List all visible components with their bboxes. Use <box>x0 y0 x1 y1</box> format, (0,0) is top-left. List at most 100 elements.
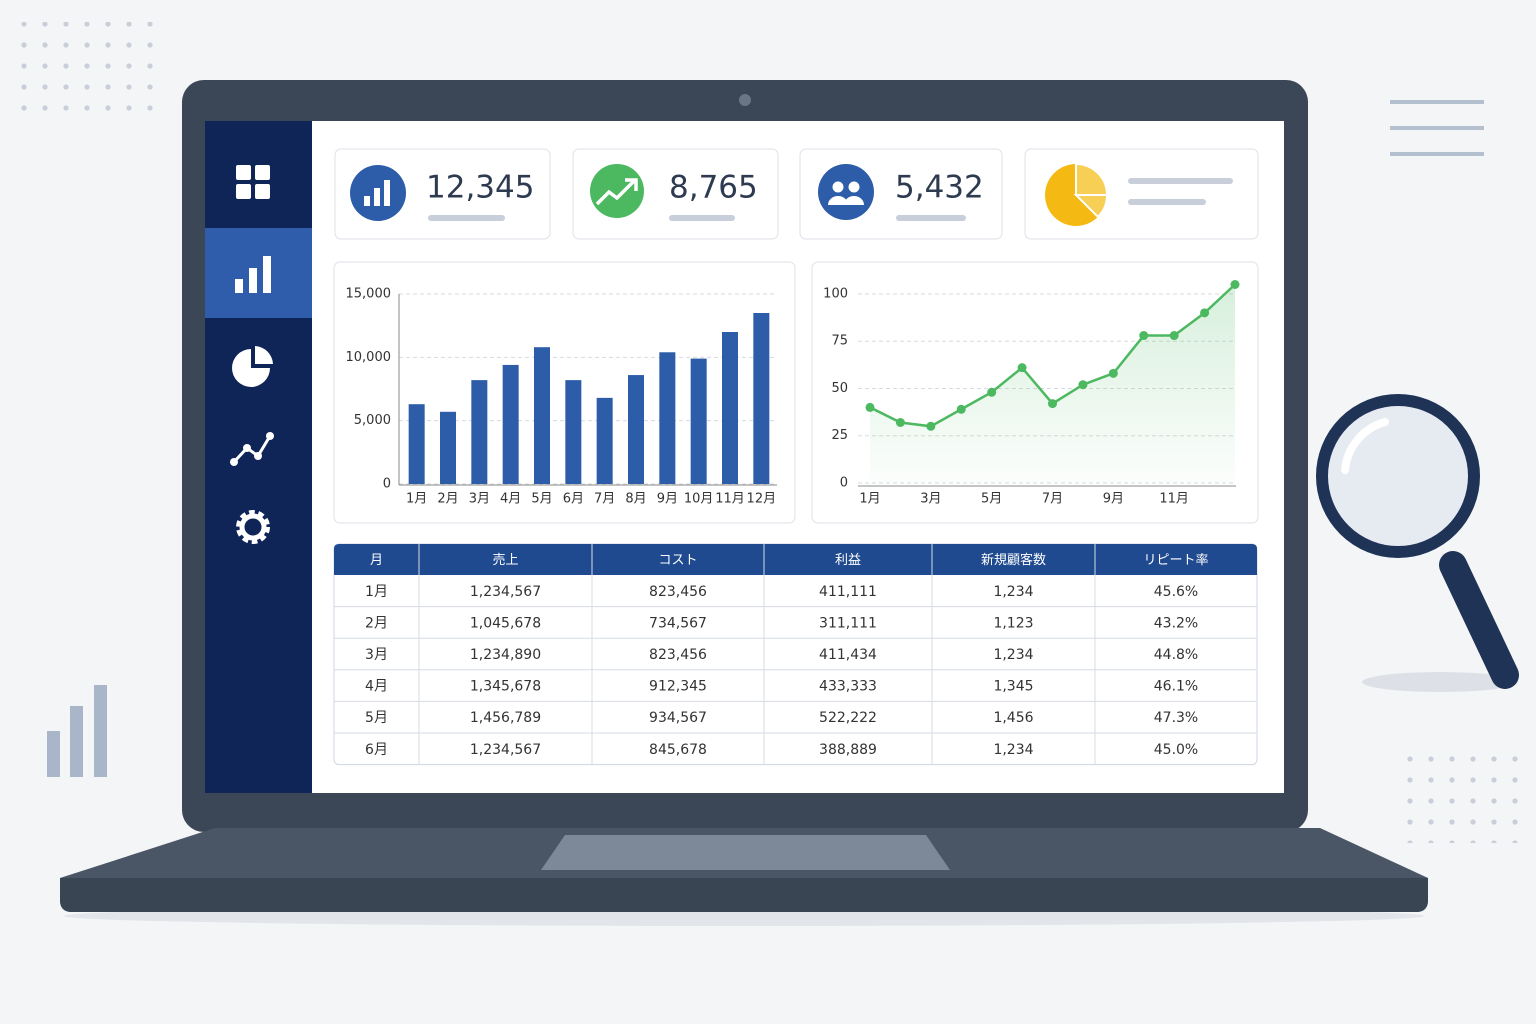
x-tick-label: 6月 <box>563 492 584 507</box>
table-cell: 1,345,678 <box>470 679 541 695</box>
nav-bar-chart[interactable] <box>235 256 271 293</box>
x-tick-label: 9月 <box>1103 492 1124 507</box>
bar <box>408 404 425 484</box>
magnifier <box>1316 394 1519 692</box>
table-cell: 912,345 <box>649 679 707 695</box>
line-point <box>1169 331 1179 341</box>
x-tick-label: 5月 <box>531 492 552 507</box>
bar <box>753 313 770 484</box>
table-cell: 311,111 <box>819 615 877 631</box>
y-tick-label: 75 <box>831 334 848 349</box>
bar <box>534 347 550 484</box>
bar <box>628 375 644 484</box>
kpi-card: 8,765 <box>572 148 779 240</box>
bar <box>471 380 488 484</box>
table-header-cell: リピート率 <box>1143 553 1208 568</box>
x-tick-label: 5月 <box>981 492 1002 507</box>
table-cell: 44.8% <box>1154 647 1198 663</box>
x-tick-label: 2月 <box>437 492 458 507</box>
kpi-card: 12,345 <box>334 148 551 240</box>
line-point <box>1139 331 1149 341</box>
bar <box>690 358 707 484</box>
x-tick-label: 8月 <box>625 492 646 507</box>
table-cell: 823,456 <box>649 647 707 663</box>
line-point <box>865 402 875 412</box>
trackpad <box>541 835 950 870</box>
dots-decoration <box>1398 743 1518 843</box>
table-header-cell: 売上 <box>492 552 518 568</box>
y-tick-label: 50 <box>831 381 848 396</box>
x-tick-label: 9月 <box>657 492 678 507</box>
sidebar-active[interactable] <box>205 228 312 318</box>
table-header-bg <box>334 544 1257 575</box>
line-point <box>1048 399 1057 409</box>
y-tick-label: 100 <box>823 286 848 301</box>
x-tick-label: 10月 <box>684 492 714 507</box>
data-table: 月 売上 コスト 利益 新規顧客数 リピート率 1月 1,234,567 823,456 411,… <box>333 543 1258 766</box>
line-area <box>870 284 1235 483</box>
table-cell: 411,111 <box>819 584 877 600</box>
line-point <box>895 418 905 428</box>
table-header-cell: 月 <box>370 553 383 568</box>
table-cell: 45.0% <box>1154 742 1198 758</box>
table-cell: 47.3% <box>1154 710 1198 726</box>
x-tick-label: 1月 <box>406 492 427 507</box>
line-point <box>1078 380 1088 390</box>
x-tick-label: 4月 <box>500 492 521 507</box>
table-cell: 934,567 <box>649 710 707 726</box>
y-tick-label: 5,000 <box>354 413 391 428</box>
table-cell: 388,889 <box>819 742 877 758</box>
table-cell: 823,456 <box>649 584 707 600</box>
table-cell: 43.2% <box>1154 615 1198 631</box>
table-cell: 1,456 <box>993 710 1033 726</box>
table-cell: 411,434 <box>819 647 877 663</box>
table-cell: 845,678 <box>649 742 707 758</box>
nav-settings[interactable] <box>236 510 270 544</box>
kpi-card: 5,432 <box>799 148 1003 240</box>
y-tick-label: 25 <box>831 428 848 443</box>
table-cell: 433,333 <box>819 679 877 695</box>
x-tick-label: 7月 <box>1042 492 1063 507</box>
y-tick-label: 15,000 <box>346 287 392 302</box>
line-point <box>987 387 997 397</box>
x-tick-label: 7月 <box>594 492 615 507</box>
table-cell: 1,234,890 <box>470 647 541 663</box>
nav-line-chart[interactable] <box>230 432 274 466</box>
kpi-card <box>1024 148 1259 240</box>
table-cell: 4月 <box>365 679 388 695</box>
x-tick-label: 11月 <box>715 492 745 507</box>
table-cell: 1,456,789 <box>470 710 541 726</box>
x-tick-label: 3月 <box>469 492 490 507</box>
x-tick-label: 1月 <box>859 492 880 507</box>
line-point <box>1200 308 1210 318</box>
nav-pie-chart[interactable] <box>232 346 273 387</box>
bar <box>440 411 456 484</box>
table-cell: 1,234,567 <box>470 584 541 600</box>
table-header-cell: 新規顧客数 <box>981 553 1046 568</box>
bar <box>565 380 582 484</box>
y-tick-label: 10,000 <box>346 350 392 365</box>
table-cell: 45.6% <box>1154 584 1198 600</box>
table-cell: 1,234 <box>993 742 1033 758</box>
laptop-base-edge <box>60 878 1428 912</box>
table-cell: 2月 <box>365 615 388 631</box>
lines-decoration <box>1390 100 1484 156</box>
nav-dashboard[interactable] <box>236 165 270 199</box>
table-cell: 5月 <box>365 710 388 726</box>
bar <box>722 332 738 484</box>
table-cell: 1,234 <box>993 647 1033 663</box>
line-point <box>1108 368 1118 378</box>
x-tick-label: 11月 <box>1159 492 1189 507</box>
table-cell: 1,123 <box>993 615 1033 631</box>
table-cell: 1,045,678 <box>470 615 541 631</box>
camera <box>739 94 751 106</box>
line-point <box>1017 363 1027 373</box>
bar <box>502 364 519 484</box>
table-cell: 522,222 <box>819 710 877 726</box>
table-cell: 1,234,567 <box>470 742 541 758</box>
kpi-value: 5,432 <box>895 170 984 206</box>
dots-decoration <box>14 22 154 122</box>
table-cell: 1,234 <box>993 584 1033 600</box>
